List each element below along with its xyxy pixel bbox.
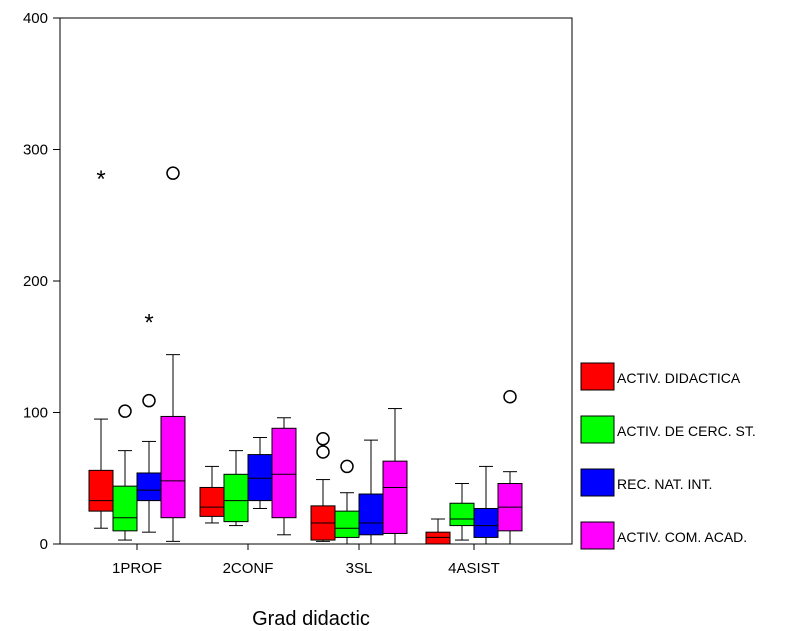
box-body xyxy=(473,507,499,538)
box-body xyxy=(247,454,273,502)
box-body xyxy=(271,427,297,519)
legend-label: ACTIV. COM. ACAD. xyxy=(617,529,747,545)
outlier-marker xyxy=(316,445,330,459)
box-body xyxy=(136,472,162,502)
outlier-marker xyxy=(316,432,330,446)
x-tick-label: 4ASIST xyxy=(448,560,500,577)
x-axis: 1PROF 2CONF 3SL 4ASIST xyxy=(112,544,500,577)
y-axis: 0 100 200 300 400 xyxy=(23,10,60,553)
x-tick-label: 3SL xyxy=(346,560,373,577)
legend-swatch xyxy=(580,362,615,391)
legend-label: ACTIV. DE CERC. ST. xyxy=(617,423,756,439)
box-1prof-series-2 xyxy=(112,404,138,541)
legend-swatch xyxy=(580,521,615,550)
legend-label: ACTIV. DIDACTICA xyxy=(617,370,741,386)
y-tick-label: 0 xyxy=(40,536,48,553)
box-body xyxy=(382,460,408,534)
box-1prof-series-4 xyxy=(160,166,186,542)
box-2conf-series-2 xyxy=(223,450,249,527)
box-body xyxy=(449,502,475,527)
box-body xyxy=(112,485,138,532)
outlier-marker xyxy=(340,459,354,474)
box-body xyxy=(160,415,186,519)
box-2conf-series-4 xyxy=(271,417,297,536)
outlier-marker xyxy=(166,166,180,180)
legend-swatch xyxy=(580,415,615,444)
y-tick-label: 200 xyxy=(23,273,48,290)
box-body xyxy=(223,473,249,523)
box-body xyxy=(334,510,360,538)
legend: ACTIV. DIDACTICA ACTIV. DE CERC. ST. REC. … xyxy=(580,362,756,550)
box-4asist-series-1 xyxy=(425,518,451,545)
legend-label: REC. NAT. INT. xyxy=(617,476,712,492)
outlier-marker xyxy=(503,389,517,404)
y-tick-label: 300 xyxy=(23,142,48,159)
x-tick-label: 1PROF xyxy=(112,560,162,577)
box-groups: ** xyxy=(88,166,523,545)
box-4asist-series-2 xyxy=(449,483,475,541)
x-axis-title: Grad didactic xyxy=(252,608,370,630)
box-4asist-series-4 xyxy=(497,389,523,545)
box-3sl-series-2 xyxy=(334,459,360,545)
box-4asist-series-3 xyxy=(473,465,499,545)
y-tick-label: 100 xyxy=(23,405,48,422)
box-3sl-series-4 xyxy=(382,408,408,545)
box-body xyxy=(425,531,451,545)
outlier-marker xyxy=(118,404,132,418)
extreme-marker: * xyxy=(144,309,153,336)
extreme-marker: * xyxy=(96,166,105,193)
y-tick-label: 400 xyxy=(23,10,48,27)
box-body xyxy=(358,493,384,536)
box-body xyxy=(88,469,114,512)
x-tick-label: 2CONF xyxy=(223,560,274,577)
outlier-marker xyxy=(142,393,156,408)
legend-swatch xyxy=(580,468,615,497)
box-3sl-series-1 xyxy=(310,432,336,542)
plot-area xyxy=(59,17,573,545)
box-body xyxy=(199,486,225,517)
